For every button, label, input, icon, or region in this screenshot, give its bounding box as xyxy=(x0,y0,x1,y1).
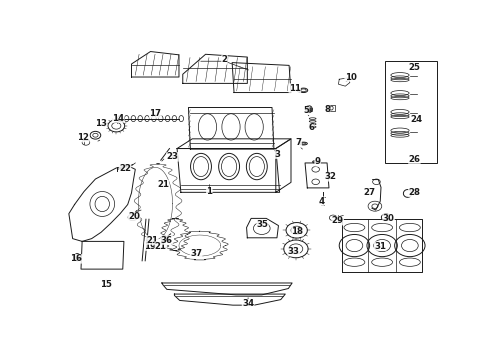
Text: 1: 1 xyxy=(206,187,212,196)
Text: 21: 21 xyxy=(147,235,158,244)
Text: 29: 29 xyxy=(332,216,343,225)
Text: 14: 14 xyxy=(112,113,124,122)
Text: 21: 21 xyxy=(157,180,169,189)
Text: 21: 21 xyxy=(155,242,167,251)
Text: 18: 18 xyxy=(292,227,303,236)
Text: 23: 23 xyxy=(167,152,178,161)
Text: 28: 28 xyxy=(409,188,420,197)
Text: 31: 31 xyxy=(374,242,386,251)
Text: 26: 26 xyxy=(409,154,420,163)
Text: 15: 15 xyxy=(100,280,112,289)
Text: 17: 17 xyxy=(149,109,162,118)
Text: 34: 34 xyxy=(242,299,254,308)
Text: 9: 9 xyxy=(315,157,320,166)
Text: 25: 25 xyxy=(409,63,420,72)
Text: 16: 16 xyxy=(71,255,82,264)
Text: 32: 32 xyxy=(325,172,337,181)
Text: 5: 5 xyxy=(303,106,309,115)
Text: 12: 12 xyxy=(77,133,89,142)
Text: 3: 3 xyxy=(275,150,281,158)
Text: 27: 27 xyxy=(364,188,376,197)
Text: 36: 36 xyxy=(161,235,173,244)
Text: 7: 7 xyxy=(295,139,302,148)
Text: 35: 35 xyxy=(257,220,269,229)
Text: 6: 6 xyxy=(308,123,314,132)
Text: 33: 33 xyxy=(288,247,300,256)
Text: 4: 4 xyxy=(318,197,324,206)
Bar xyxy=(385,61,437,163)
Text: 22: 22 xyxy=(119,164,131,173)
Text: 30: 30 xyxy=(383,214,394,223)
Text: 24: 24 xyxy=(410,115,422,124)
Text: 20: 20 xyxy=(128,212,140,221)
Text: 8: 8 xyxy=(324,105,330,114)
Text: 11: 11 xyxy=(289,84,301,93)
Text: 13: 13 xyxy=(95,119,107,128)
Text: 19: 19 xyxy=(145,242,156,251)
Text: 37: 37 xyxy=(190,249,202,258)
Text: 2: 2 xyxy=(221,55,227,64)
Text: 10: 10 xyxy=(344,72,357,81)
